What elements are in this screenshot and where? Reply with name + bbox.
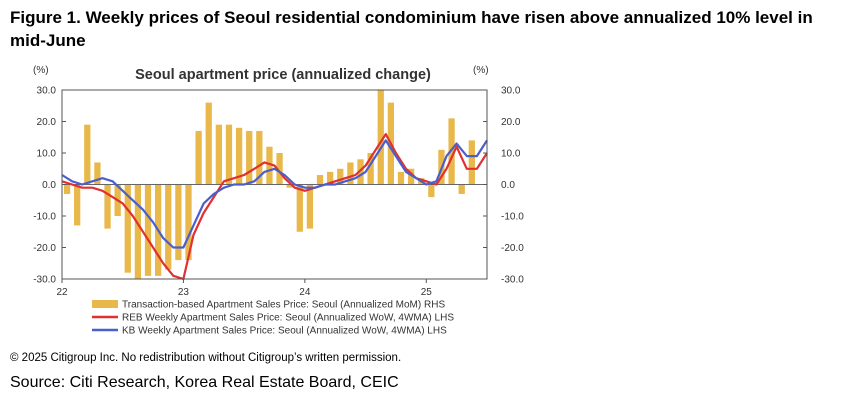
bar <box>175 184 182 261</box>
bar <box>286 184 293 188</box>
chart-container: Seoul apartment price (annualized change… <box>0 55 560 350</box>
bar <box>63 184 71 194</box>
bar <box>185 184 192 261</box>
bar <box>74 184 81 226</box>
right-tick-label: 0.0 <box>501 180 515 191</box>
bar <box>468 140 475 185</box>
x-tick-label: 22 <box>56 287 68 298</box>
axis-layer: 30.0 30.0 20.0 20.0 10.0 10.0 0.0 0.0 -10.0 -10.0… <box>33 86 524 299</box>
chart-title: Seoul apartment price (annualized change… <box>135 67 431 83</box>
bar <box>94 162 101 185</box>
bar <box>235 127 243 185</box>
bar <box>306 184 314 229</box>
bar <box>367 153 374 185</box>
right-tick-label: 10.0 <box>501 149 521 160</box>
copyright-notice: © 2025 Citigroup Inc. No redistribution … <box>10 352 402 364</box>
bar <box>225 124 233 185</box>
line-series <box>61 132 488 281</box>
bar <box>195 130 202 185</box>
right-tick-label: -30.0 <box>501 275 524 286</box>
left-axis-unit: (%) <box>33 65 49 76</box>
x-tick-label: 24 <box>299 287 311 298</box>
bar <box>377 90 384 185</box>
bar <box>327 171 334 185</box>
x-tick-label: 25 <box>421 287 433 298</box>
chart-svg: Seoul apartment price (annualized change… <box>33 65 524 337</box>
legend-label: KB Weekly Apartment Sales Price: Seoul (… <box>122 326 447 337</box>
bar <box>124 184 131 273</box>
bar <box>316 175 324 185</box>
left-tick-label: 20.0 <box>37 117 57 128</box>
bar <box>84 124 91 185</box>
bar <box>428 184 435 198</box>
bar <box>458 184 465 194</box>
bar <box>337 168 344 185</box>
right-tick-label: 30.0 <box>501 86 521 97</box>
right-tick-label: -10.0 <box>501 212 524 223</box>
bar <box>134 184 142 279</box>
legend: Transaction-based Apartment Sales Price:… <box>92 300 454 337</box>
bar <box>296 184 303 232</box>
left-tick-label: -30.0 <box>33 275 56 286</box>
left-tick-label: 30.0 <box>37 86 57 97</box>
legend-swatch-bar <box>92 300 118 308</box>
bar <box>266 146 273 185</box>
figure-title: Figure 1. Weekly prices of Seoul residen… <box>10 8 813 50</box>
right-axis-unit: (%) <box>473 65 489 76</box>
bar <box>256 130 263 185</box>
left-tick-label: 10.0 <box>37 149 57 160</box>
bar <box>104 184 111 229</box>
kb-line <box>61 139 488 249</box>
right-tick-label: -20.0 <box>501 243 524 254</box>
source-note: Source: Citi Research, Korea Real Estate… <box>10 374 399 391</box>
left-tick-label: 0.0 <box>42 180 56 191</box>
left-tick-label: -20.0 <box>33 243 56 254</box>
bar <box>246 130 253 185</box>
bar <box>276 153 283 185</box>
bar <box>144 184 152 276</box>
bar <box>397 171 405 185</box>
x-tick-label: 23 <box>178 287 190 298</box>
bar <box>357 159 364 185</box>
bar <box>165 184 172 270</box>
left-tick-label: -10.0 <box>33 212 56 223</box>
right-tick-label: 20.0 <box>501 117 521 128</box>
legend-label: REB Weekly Apartment Sales Price: Seoul … <box>122 313 454 324</box>
bar <box>347 162 354 185</box>
bar <box>215 124 222 185</box>
legend-label: Transaction-based Apartment Sales Price:… <box>122 300 445 311</box>
bar <box>407 168 415 185</box>
bar <box>205 102 212 185</box>
